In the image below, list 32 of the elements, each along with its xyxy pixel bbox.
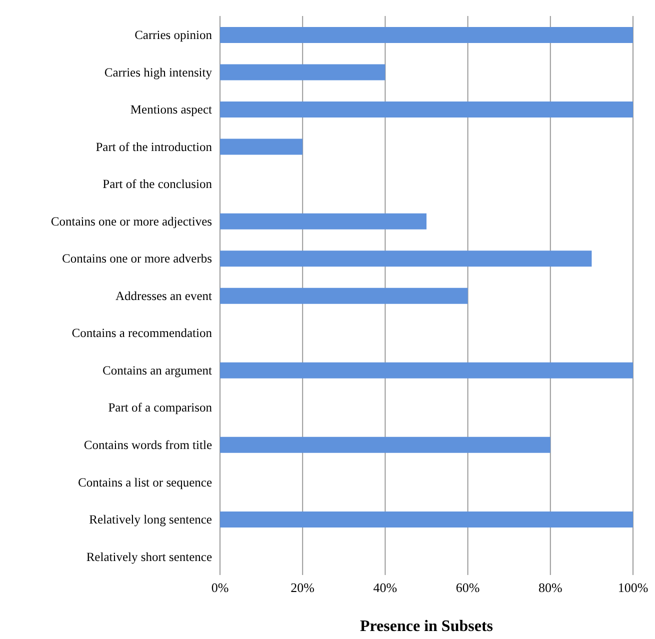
y-tick-label: Part of a comparison — [108, 400, 213, 415]
bar — [220, 288, 468, 304]
bar — [220, 27, 633, 43]
y-tick-label: Contains one or more adverbs — [62, 252, 212, 266]
bar — [220, 138, 303, 155]
y-tick-label: Carries opinion — [134, 28, 213, 42]
y-tick-label: Contains one or more adjectives — [50, 214, 212, 228]
bar — [220, 436, 550, 453]
x-tick-label: 20% — [290, 580, 315, 596]
y-tick-label: Addresses an event — [116, 288, 213, 303]
y-tick-label: Contains an argument — [102, 363, 213, 378]
y-tick-label: Relatively short sentence — [86, 550, 212, 564]
y-tick-label: Mentions aspect — [130, 102, 213, 117]
x-axis-title: Presence in Subsets — [360, 618, 494, 635]
y-tick-label: Contains words from title — [84, 438, 212, 452]
x-tick-label: 100% — [618, 580, 648, 596]
x-tick-label: 60% — [456, 580, 480, 596]
y-tick-label: Part of the conclusion — [102, 177, 213, 192]
x-tick-label: 80% — [538, 580, 562, 596]
y-tick-label: Part of the introduction — [96, 140, 213, 154]
y-tick-label: Carries high intensity — [104, 65, 213, 80]
y-tick-label: Contains a recommendation — [72, 326, 213, 340]
x-tick-label: 0% — [211, 580, 229, 596]
bar — [220, 250, 592, 267]
y-tick-label: Relatively long sentence — [89, 512, 212, 527]
x-tick-label: 40% — [373, 580, 398, 596]
bar — [220, 64, 386, 80]
bar — [220, 362, 633, 378]
bar — [220, 213, 426, 230]
bar — [220, 102, 633, 118]
y-tick-label: Contains a list or sequence — [78, 475, 212, 490]
bar — [220, 511, 633, 528]
